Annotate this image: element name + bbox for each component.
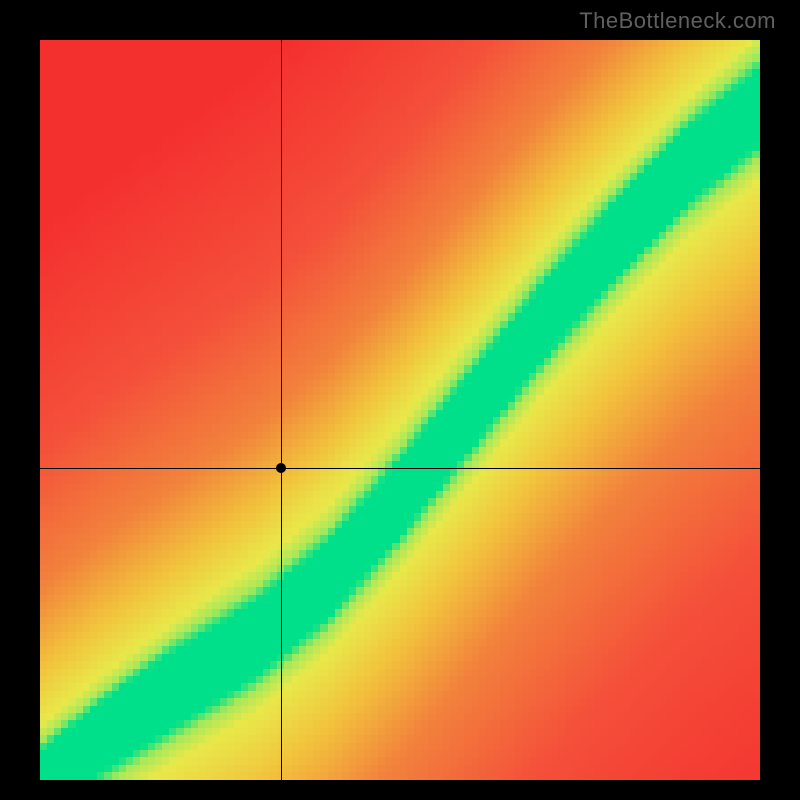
bottleneck-heatmap-plot xyxy=(40,40,760,780)
heatmap-canvas xyxy=(40,40,760,780)
crosshair-vertical xyxy=(281,40,282,780)
crosshair-horizontal xyxy=(40,468,760,469)
crosshair-marker xyxy=(276,463,286,473)
watermark-text: TheBottleneck.com xyxy=(579,8,776,34)
